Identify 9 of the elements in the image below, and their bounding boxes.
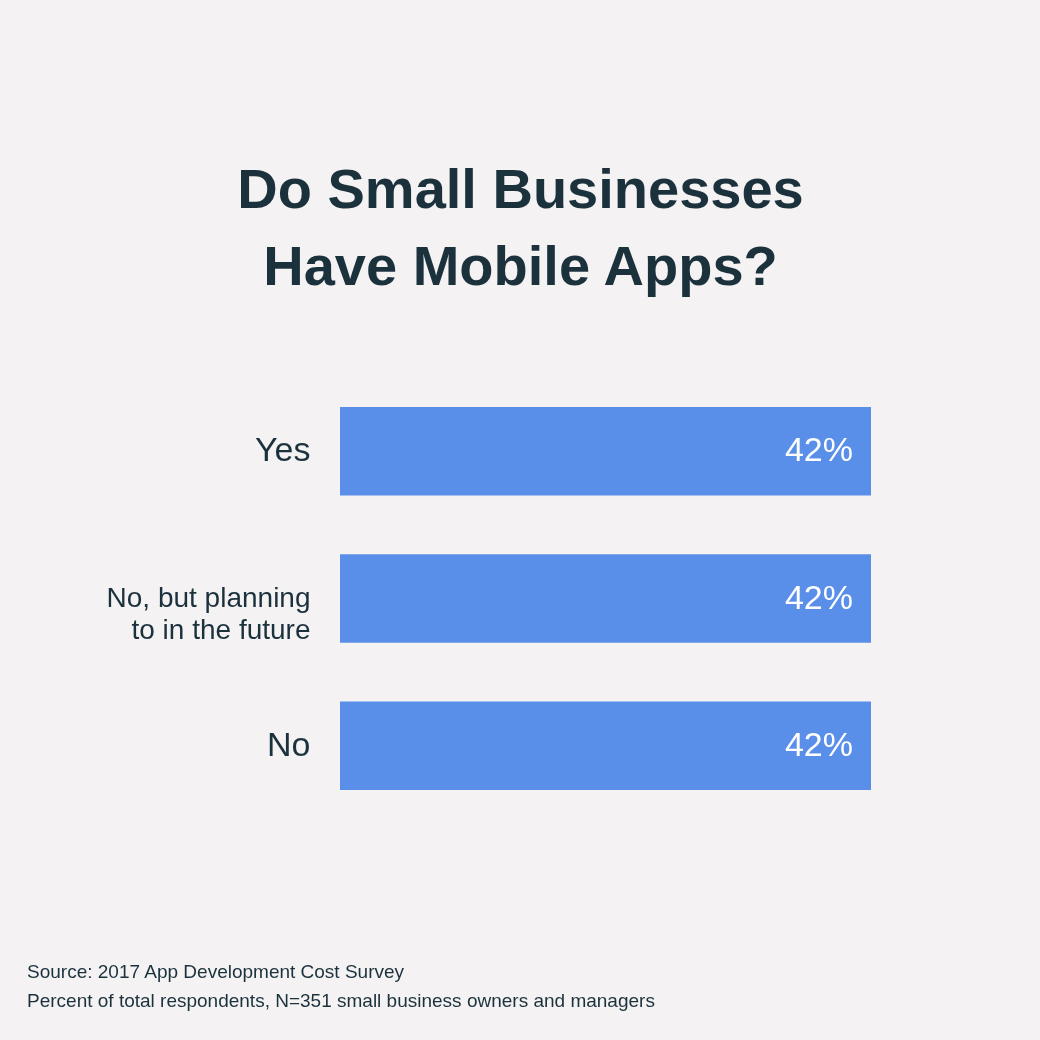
data-label: 42% bbox=[784, 430, 853, 469]
text: Percent of total respondents, N=351 small business owners and managers bbox=[27, 990, 655, 1011]
data-label: 42% bbox=[784, 577, 853, 616]
chart-title: Do Small Businesses Have Mobile Apps? bbox=[237, 157, 804, 297]
source-note: Source: 2017 App Development Cost Survey bbox=[27, 961, 405, 982]
data-label: 42% bbox=[784, 724, 853, 763]
y-tick-label: No bbox=[267, 724, 311, 763]
y-tick-label: Yes bbox=[255, 430, 311, 469]
y-tick-label: No, but planning to in the future bbox=[106, 581, 311, 645]
